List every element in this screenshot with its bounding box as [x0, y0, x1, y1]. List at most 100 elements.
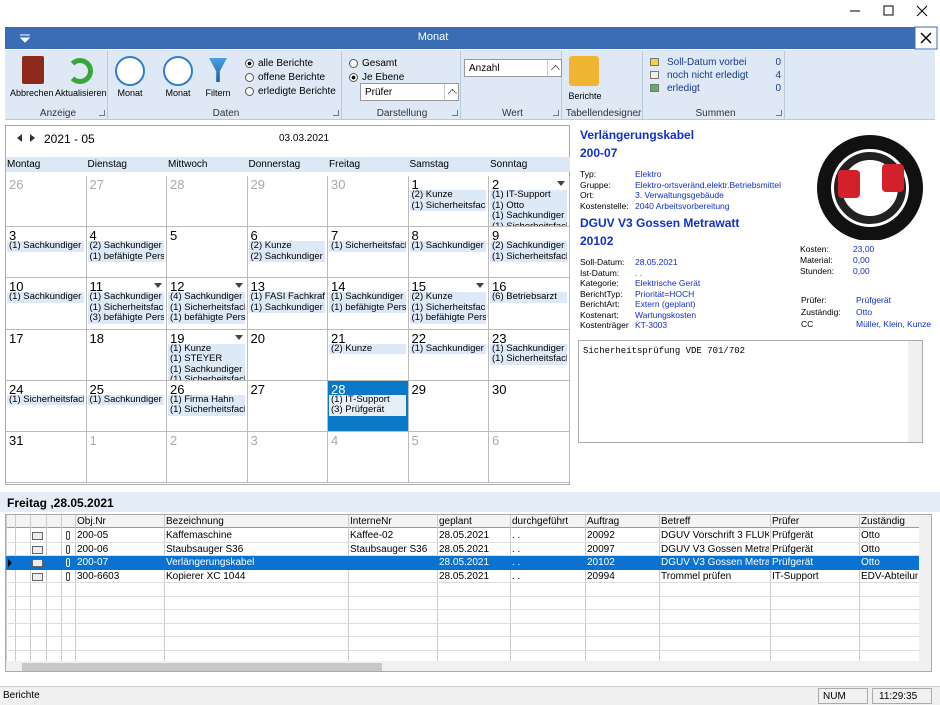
day-cell[interactable]: 28 (1) IT-Support (3) Prüfgerät — [328, 380, 409, 432]
select[interactable]: Anzahl — [464, 59, 562, 77]
day-cell[interactable]: 9 (2) Sachkundiger (1) Sicherheitsfach — [489, 227, 570, 279]
day-cell[interactable]: 4 (2) Sachkundiger (1) befähigte Pers — [86, 227, 167, 279]
day-cell[interactable]: 29 — [247, 176, 328, 228]
day-cell[interactable]: 15 (2) Kunze (1) Sicherheitsfach (1) befähi… — [408, 278, 489, 330]
day-cell[interactable]: 5 — [408, 432, 489, 484]
day-cell[interactable]: 6 (2) Kunze (2) Sachkundiger — [247, 227, 328, 279]
day-entry[interactable]: (1) Sachkundiger — [490, 211, 567, 222]
day-entry[interactable]: (1) Sachkundiger — [87, 292, 164, 303]
more-arrow[interactable] — [556, 181, 565, 190]
radio-label[interactable]: Gesamt — [362, 58, 398, 69]
day-entry[interactable]: (1) Sicherheitsfach — [87, 302, 164, 314]
h-scrollbar[interactable] — [6, 661, 919, 671]
summary-label[interactable]: erledigt — [667, 83, 700, 94]
close[interactable] — [916, 5, 928, 17]
day-cell[interactable]: 18 — [86, 329, 167, 381]
day-entry[interactable]: (1) Sachkundiger — [7, 241, 84, 252]
day-entry[interactable]: (1) Sicherheitsfach — [490, 221, 567, 227]
day-cell[interactable]: 20 — [247, 329, 328, 381]
more-arrow[interactable] — [476, 283, 484, 292]
group-launcher[interactable] — [333, 110, 339, 116]
column-header[interactable]: Zuständig — [861, 516, 905, 527]
day-cell[interactable]: 1 (2) Kunze (1) Sicherheitsfach — [408, 176, 489, 228]
day-entry[interactable]: (2) Sachkundiger — [490, 241, 567, 252]
grid-row[interactable]: 200-07 Verlängerungskabel 28.05.2021 . . 201… — [6, 556, 919, 570]
ribbon-button[interactable]: Monat — [117, 88, 143, 98]
day-entry[interactable]: (1) Firma Hahn — [168, 394, 245, 406]
note-scroll[interactable] — [908, 341, 922, 442]
day-entry[interactable]: (1) Sachkundiger — [329, 292, 406, 303]
nav-next[interactable] — [30, 134, 39, 142]
radio[interactable] — [349, 59, 358, 68]
day-entry[interactable]: (1) Sicherheitsfach — [490, 354, 567, 365]
day-entry[interactable]: (1) Otto — [490, 200, 567, 211]
day-cell[interactable]: 2 (1) IT-Support (1) Otto (1) Sachkundiger(… — [489, 176, 570, 228]
day-entry[interactable]: (2) Kunze — [409, 292, 486, 303]
day-entry[interactable]: (2) Sachkundiger — [87, 241, 164, 252]
day-cell[interactable]: 7 (1) Sicherheitsfach — [328, 227, 409, 279]
day-entry[interactable]: (6) Betriebsarzt — [490, 292, 567, 303]
day-entry[interactable]: (1) Sicherheitsfach — [409, 302, 486, 314]
day-cell[interactable]: 26 (1) Firma Hahn (1) Sicherheitsfach — [167, 380, 248, 432]
day-cell[interactable]: 3 — [247, 432, 328, 484]
summary-label[interactable]: Soll-Datum vorbei — [667, 57, 747, 68]
day-cell[interactable]: 5 — [167, 227, 248, 279]
day-entry[interactable]: (1) Sachkundiger — [409, 241, 486, 252]
day-entry[interactable]: (2) Sachkundiger — [248, 251, 325, 263]
day-cell[interactable]: 22 (1) Sachkundiger — [408, 329, 489, 381]
day-cell[interactable]: 27 — [86, 176, 167, 228]
day-entry[interactable]: (1) Sachkundiger — [168, 364, 245, 376]
day-cell[interactable]: 23 (1) Sachkundiger (1) Sicherheitsfach — [489, 329, 570, 381]
radio-label[interactable]: offene Berichte — [258, 72, 326, 83]
day-cell[interactable]: 10 (1) Sachkundiger — [6, 278, 87, 330]
column-header[interactable]: InterneNr — [350, 516, 392, 527]
radio-label[interactable]: alle Berichte — [258, 58, 314, 69]
day-entry[interactable]: (1) Sachkundiger — [87, 394, 164, 406]
radio[interactable] — [245, 73, 254, 82]
day-cell[interactable]: 31 — [6, 432, 87, 484]
day-entry[interactable]: (1) Sachkundiger — [248, 302, 325, 314]
day-entry[interactable]: (1) Sicherheitsfach — [168, 405, 245, 416]
group-launcher[interactable] — [553, 110, 559, 116]
day-entry[interactable]: (1) Sicherheitsfach — [168, 375, 245, 380]
select[interactable]: Prüfer — [360, 83, 459, 101]
day-entry[interactable]: (1) Kunze — [168, 343, 245, 355]
radio[interactable] — [245, 59, 254, 68]
column-header[interactable]: Obj.Nr — [77, 516, 106, 527]
day-entry[interactable]: (1) befähigte Pers — [329, 302, 406, 314]
day-entry[interactable]: (1) IT-Support — [329, 394, 406, 406]
more-arrow[interactable] — [234, 283, 243, 292]
group-launcher[interactable] — [452, 110, 458, 116]
ribbon-button[interactable]: Aktualisieren — [55, 88, 107, 98]
day-cell[interactable]: 16 (6) Betriebsarzt — [489, 278, 570, 330]
radio-label[interactable]: erledigte Berichte — [258, 86, 336, 97]
grid-row[interactable]: 300-6603 Kopierer XC 1044 28.05.2021 . . 209… — [6, 570, 919, 584]
day-cell[interactable]: 4 — [328, 432, 409, 484]
day-cell[interactable]: 25 (1) Sachkundiger — [86, 380, 167, 432]
day-cell[interactable]: 11 (1) Sachkundiger (1) Sicherheitsfach (3)… — [86, 278, 167, 330]
summary-label[interactable]: noch nicht erledigt — [667, 70, 749, 81]
day-cell[interactable]: 3 (1) Sachkundiger — [6, 227, 87, 279]
panel-close[interactable] — [920, 32, 932, 44]
day-entry[interactable]: (2) Kunze — [329, 343, 406, 355]
ribbon-button[interactable]: Abbrechen — [10, 88, 54, 98]
day-entry[interactable]: (3) befähigte Pers — [87, 313, 164, 324]
day-cell[interactable]: 26 — [6, 176, 87, 228]
menu-icon[interactable] — [19, 34, 31, 43]
day-cell[interactable]: 13 (1) FASI Fachkraft f (1) Sachkundiger — [247, 278, 328, 330]
day-entry[interactable]: (1) Sicherheitsfach — [409, 200, 486, 211]
v-scrollbar[interactable] — [919, 515, 931, 671]
group-launcher[interactable] — [634, 110, 640, 116]
day-cell[interactable]: 6 — [489, 432, 570, 484]
day-entry[interactable]: (1) Sachkundiger — [490, 343, 567, 355]
day-cell[interactable]: 14 (1) Sachkundiger (1) befähigte Pers — [328, 278, 409, 330]
day-entry[interactable]: (2) Kunze — [248, 241, 325, 252]
column-header[interactable]: Bezeichnung — [166, 516, 224, 527]
day-entry[interactable]: (1) befähigte Pers — [409, 313, 486, 324]
day-entry[interactable]: (1) IT-Support — [490, 190, 567, 201]
group-launcher[interactable] — [776, 110, 782, 116]
day-cell[interactable]: 1 — [86, 432, 167, 484]
day-entry[interactable]: (1) STEYER — [168, 354, 245, 365]
column-header[interactable]: Betreff — [661, 516, 691, 527]
day-entry[interactable]: (1) befähigte Pers — [168, 313, 245, 324]
